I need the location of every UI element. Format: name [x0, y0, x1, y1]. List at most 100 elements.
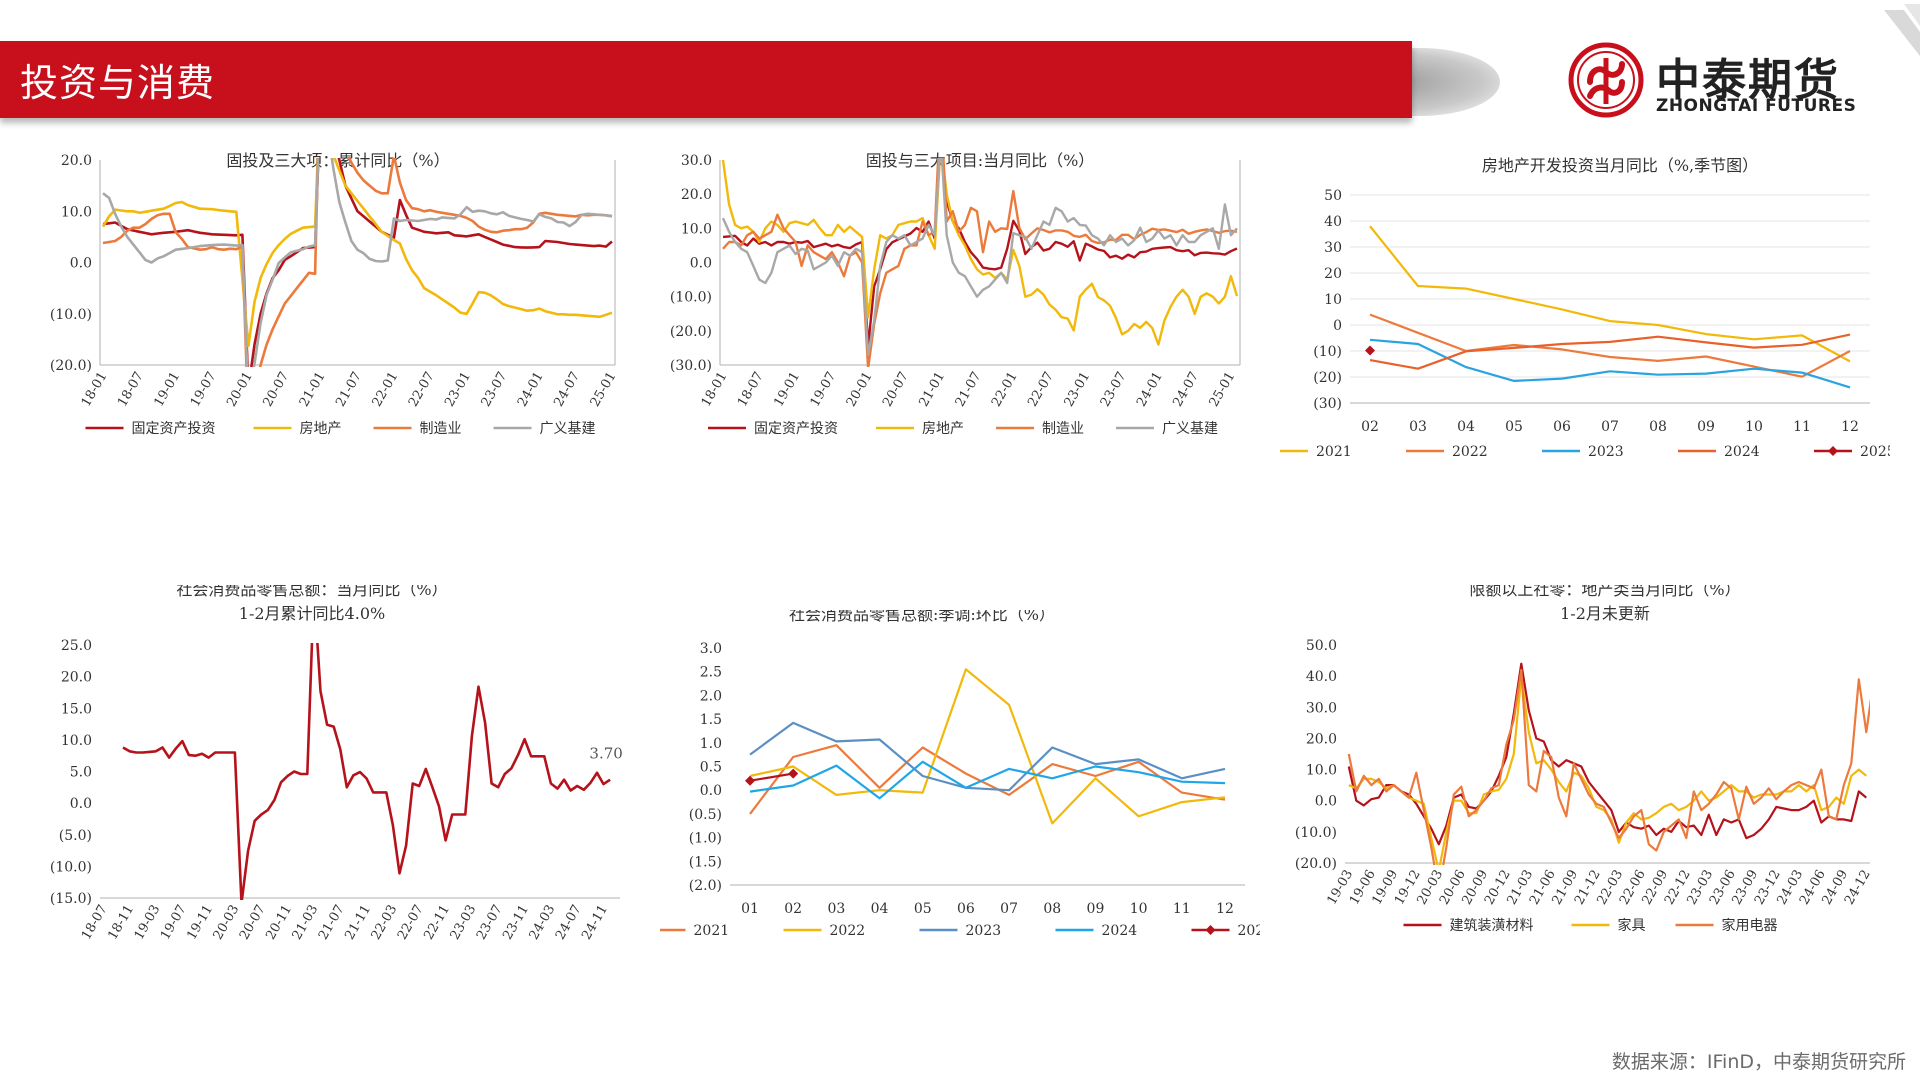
- x-tick-label: 24-11: [579, 903, 611, 943]
- series-line-2025: [749, 772, 794, 782]
- series-line-固定资产投资: [722, 158, 1238, 348]
- legend-item: 2023: [1542, 444, 1624, 460]
- y-tick-label: (20.0): [1295, 856, 1337, 872]
- chart-subtitle: 1-2月未更新: [1560, 604, 1650, 623]
- legend-label: 房地产: [922, 421, 964, 437]
- legend-item: 2022: [783, 923, 865, 939]
- y-tick-label: 10.0: [1306, 763, 1337, 779]
- legend-item: 2023: [919, 923, 1002, 939]
- x-tick-label: 23-07: [1098, 370, 1130, 410]
- x-tick-label: 01: [741, 901, 759, 917]
- legend-item: 2021: [1280, 444, 1352, 460]
- legend-label: 制造业: [420, 421, 462, 437]
- header-bar: [0, 41, 1412, 118]
- y-tick-label: 5.0: [70, 765, 92, 781]
- y-tick-label: 40: [1324, 214, 1342, 230]
- x-tick-label: 11: [1173, 901, 1191, 917]
- x-tick-label: 08: [1043, 901, 1061, 917]
- legend-label: 2022: [1452, 444, 1488, 460]
- y-tick-label: 1.5: [700, 712, 722, 728]
- y-tick-label: (20.0): [670, 324, 712, 340]
- y-tick-label: 50: [1324, 188, 1342, 204]
- series-marker-2025: [1365, 345, 1375, 356]
- legend-label: 固定资产投资: [132, 421, 216, 437]
- x-tick-label: 10: [1130, 901, 1148, 917]
- legend-label: 2023: [1588, 444, 1624, 460]
- series-line-广义基建: [102, 158, 613, 367]
- x-tick-label: 21-07: [953, 370, 985, 410]
- x-tick-label: 03: [827, 901, 845, 917]
- x-tick-label: 10: [1745, 419, 1763, 435]
- y-tick-label: (20.0): [50, 358, 92, 374]
- data-label-latest: 3.70: [589, 745, 622, 763]
- series-line-广义基建: [721, 158, 1238, 356]
- chart-retail-mom-seasonal: 社会消费品零售总额:季调:环比（%） (2.0) (1.5) (1.0) (0.5) 0.…: [660, 610, 1261, 939]
- chart-fai-monthly: 固投与三大项目:当月同比（%） (30.0) (20.0) (10.0) 0.0 10.0…: [670, 151, 1241, 437]
- legend-label: 家用电器: [1722, 917, 1778, 934]
- y-tick-label: (10): [1313, 344, 1342, 360]
- legend-label: 2025: [1238, 923, 1261, 939]
- y-tick-label: (10.0): [1295, 825, 1337, 841]
- series-line-2021: [1369, 225, 1851, 363]
- legend-label: 2021: [694, 923, 730, 939]
- chart-real-estate-seasonal: 房地产开发投资当月同比（%,季节图） (30) (20) (10) 0 10 20 30 40 5…: [1280, 156, 1890, 460]
- y-tick-label: 10.0: [61, 204, 92, 220]
- legend-item: 2022: [1406, 444, 1488, 460]
- legend-item: 2024: [1055, 923, 1137, 939]
- series-line-2024: [1369, 333, 1851, 370]
- y-tick-label: (1.0): [689, 831, 722, 847]
- x-tick-label: 05: [1505, 419, 1523, 435]
- y-tick-label: 30: [1324, 240, 1342, 256]
- legend-item: 2024: [1678, 444, 1760, 460]
- y-tick-label: 0.0: [690, 256, 712, 272]
- legend-item: 制造业: [373, 421, 462, 437]
- y-tick-label: (10.0): [50, 307, 92, 323]
- x-tick-label: 18-07: [115, 370, 147, 410]
- legend-label: 2023: [966, 923, 1002, 939]
- y-tick-label: 0.0: [700, 783, 722, 799]
- x-tick-label: 24-07: [1170, 370, 1202, 410]
- chart-retail-yoy: 社会消费品零售总额：当月同比（%） 1-2月累计同比4.0% (15.0) (10.0…: [50, 585, 623, 943]
- y-tick-label: (10.0): [50, 859, 92, 875]
- x-tick-label: 24-07: [551, 370, 583, 410]
- legend-item: 固定资产投资: [708, 421, 838, 437]
- y-tick-label: (30.0): [670, 358, 712, 374]
- series-line-固定资产投资: [102, 158, 613, 367]
- y-tick-label: (30): [1313, 396, 1342, 412]
- x-tick-label: 07: [1000, 901, 1018, 917]
- x-tick-label: 07: [1601, 419, 1619, 435]
- chart-title: 固投及三大项：累计同比（%）: [226, 151, 449, 170]
- series-line-建筑装潢材料: [1347, 662, 1868, 846]
- y-tick-label: 20.0: [61, 153, 92, 169]
- legend-label: 广义基建: [1162, 420, 1218, 437]
- company-logo: 中泰期货 ZHONGTAI FUTURES: [1568, 42, 1868, 118]
- x-tick-label: 21-01: [297, 370, 329, 410]
- series-line-2022: [749, 668, 1226, 825]
- y-tick-label: 10: [1324, 292, 1342, 308]
- y-tick-label: 10.0: [61, 733, 92, 749]
- y-tick-label: (15.0): [50, 891, 92, 907]
- y-tick-label: 30.0: [1306, 700, 1337, 716]
- legend-item: 广义基建: [493, 420, 596, 437]
- x-tick-label: 24-01: [515, 370, 547, 410]
- x-tick-label: 22-07: [406, 370, 438, 410]
- y-tick-label: 0.0: [1315, 794, 1337, 810]
- x-tick-label: 19-07: [808, 370, 840, 410]
- legend-label: 2021: [1316, 444, 1352, 460]
- x-tick-label: 23-07: [479, 370, 511, 410]
- x-tick-label: 25-01: [588, 370, 620, 410]
- legend-label: 建筑装潢材料: [1450, 918, 1534, 934]
- y-tick-label: 3.0: [700, 641, 722, 657]
- series-marker-2025: [788, 768, 799, 779]
- y-tick-label: (5.0): [59, 828, 92, 844]
- y-tick-label: 20.0: [61, 670, 92, 686]
- x-tick-label: 09: [1087, 901, 1105, 917]
- series-line-2021: [749, 744, 1226, 815]
- legend-label: 2024: [1724, 444, 1760, 460]
- x-tick-label: 18-07: [735, 370, 767, 410]
- x-tick-label: 21-01: [916, 370, 948, 410]
- legend-label: 房地产: [300, 421, 342, 437]
- y-tick-label: (0.5): [689, 807, 722, 823]
- x-tick-label: 12: [1216, 901, 1234, 917]
- y-tick-label: 0.0: [70, 256, 92, 272]
